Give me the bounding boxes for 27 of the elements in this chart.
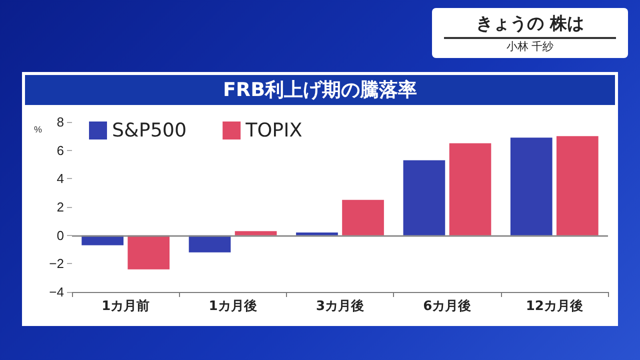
x-tick-label: 6カ月後 — [423, 298, 472, 314]
bar — [234, 231, 277, 236]
legend-label: S&P500 — [112, 120, 187, 142]
bar — [403, 160, 446, 236]
bar — [449, 143, 492, 236]
y-tick-label: 0 — [56, 228, 64, 243]
y-tick-label: 6 — [56, 142, 64, 158]
y-tick-label: 4 — [56, 171, 64, 186]
x-tick-label: 1カ月前 — [102, 299, 150, 314]
text: 小林 千紗 — [505, 39, 555, 54]
legend-label: TOPIX — [244, 120, 302, 142]
bar — [188, 235, 231, 252]
bar — [556, 136, 598, 236]
chart-title: FRB利上げ期の騰落率 — [25, 75, 615, 105]
y-axis-title: % — [34, 124, 42, 134]
text: きょうの 株は — [475, 13, 585, 35]
bar — [296, 232, 338, 236]
y-tick-label: 8 — [56, 114, 64, 130]
y-tick-label: −2 — [49, 256, 64, 272]
bar — [342, 200, 384, 236]
x-tick-label: 3カ月後 — [316, 298, 364, 314]
bar — [128, 235, 170, 270]
x-tick-label: 1カ月後 — [208, 298, 257, 314]
bar — [510, 138, 552, 236]
y-tick-label: −4 — [49, 284, 64, 300]
x-tick-label: 12カ月後 — [526, 298, 583, 314]
y-tick-label: 2 — [56, 200, 64, 214]
